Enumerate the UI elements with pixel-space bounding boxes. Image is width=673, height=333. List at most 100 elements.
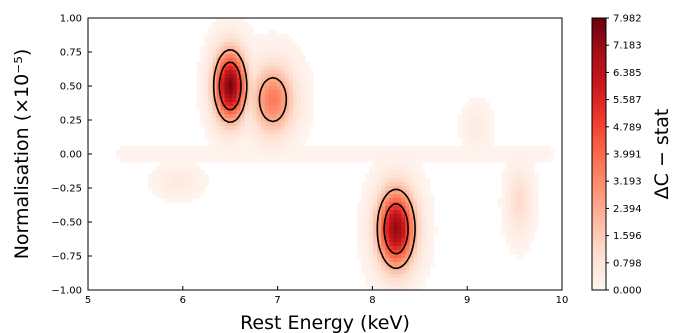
heat-cell [409,186,414,191]
heat-cell [212,126,218,131]
heat-cell [501,222,507,227]
heat-cell [425,186,431,191]
heat-cell [369,170,374,175]
heat-cell [232,158,238,163]
heat-cell [232,114,238,119]
heat-cell [288,90,294,95]
heat-cell [537,154,543,159]
heat-cell [216,50,222,55]
heat-cell [393,286,398,290]
heat-cell [489,138,495,143]
heat-cell [224,154,230,159]
heat-cell [256,138,262,143]
heat-cell [369,146,374,151]
heat-cell [525,146,531,151]
heat-cell [417,282,423,287]
heat-cell [236,86,242,91]
heat-cell [224,34,230,39]
heat-cell [272,38,278,43]
heat-cell [441,150,447,155]
heat-cell [196,174,202,179]
heat-cell [433,150,439,155]
heat-cell [208,86,214,91]
heat-cell [240,42,246,47]
heat-cell [393,278,398,283]
heat-cell [208,74,214,79]
heat-cell [236,46,242,51]
heat-cell [260,154,266,159]
heat-cell [397,174,402,179]
heat-cell [220,82,226,87]
heat-cell [529,146,535,151]
heat-cell [280,150,286,155]
heat-cell [180,154,186,159]
heat-cell [429,150,435,155]
heat-cell [493,158,499,163]
heat-cell [473,134,479,139]
heat-cell [413,214,418,219]
heat-cell [413,202,418,207]
heat-cell [401,226,406,231]
heat-cell [373,166,378,171]
heat-cell [192,190,198,195]
heat-cell [264,122,270,127]
heat-cell [232,26,238,31]
heat-cell [264,158,270,163]
heat-cell [224,126,230,131]
heat-cell [369,226,374,231]
heat-cell [481,122,487,127]
heat-cell [228,138,234,143]
heat-cell [188,178,194,183]
heat-cell [385,194,390,199]
heat-cell [236,102,242,107]
heat-cell [377,214,382,219]
heat-cell [505,162,511,167]
heat-cell [389,186,394,191]
heat-cell [288,122,294,127]
heat-cell [513,186,519,191]
heat-cell [300,118,306,123]
heat-cell [220,62,226,67]
heat-cell [473,110,479,115]
heat-cell [280,134,286,139]
heat-cell [421,270,427,275]
heat-cell [300,78,306,83]
heat-cell [513,146,519,151]
heat-cell [473,154,479,159]
heat-cell [393,186,398,191]
heat-cell [196,194,202,199]
heat-cell [389,178,394,183]
heat-cell [513,198,519,203]
heat-cell [180,182,186,187]
heat-cell [220,150,226,155]
heat-cell [280,114,286,119]
heat-cell [401,234,406,239]
heat-cell [493,146,499,151]
heat-cell [409,234,414,239]
heat-cell [505,206,511,211]
heat-cell [292,66,298,71]
heat-cell [377,146,382,151]
heat-cell [164,166,169,171]
heat-cell [228,150,234,155]
heat-cell [545,150,551,155]
heat-cell [381,254,386,259]
heat-cell [421,262,427,267]
heat-cell [473,126,479,131]
heat-cell [124,150,129,155]
heat-cell [240,94,246,99]
heat-cell [276,150,282,155]
heat-cell [284,102,290,107]
heat-cell [481,110,487,115]
heat-cell [252,50,258,55]
heat-cell [200,170,206,175]
heat-cell [276,58,282,63]
heat-cell [296,142,302,147]
x-tick-label: 9 [464,295,470,306]
heat-cell [437,158,443,163]
heat-cell [276,70,282,75]
heat-cell [272,30,278,35]
heat-cell [477,126,483,131]
heat-cell [152,146,157,151]
heat-cell [284,118,290,123]
